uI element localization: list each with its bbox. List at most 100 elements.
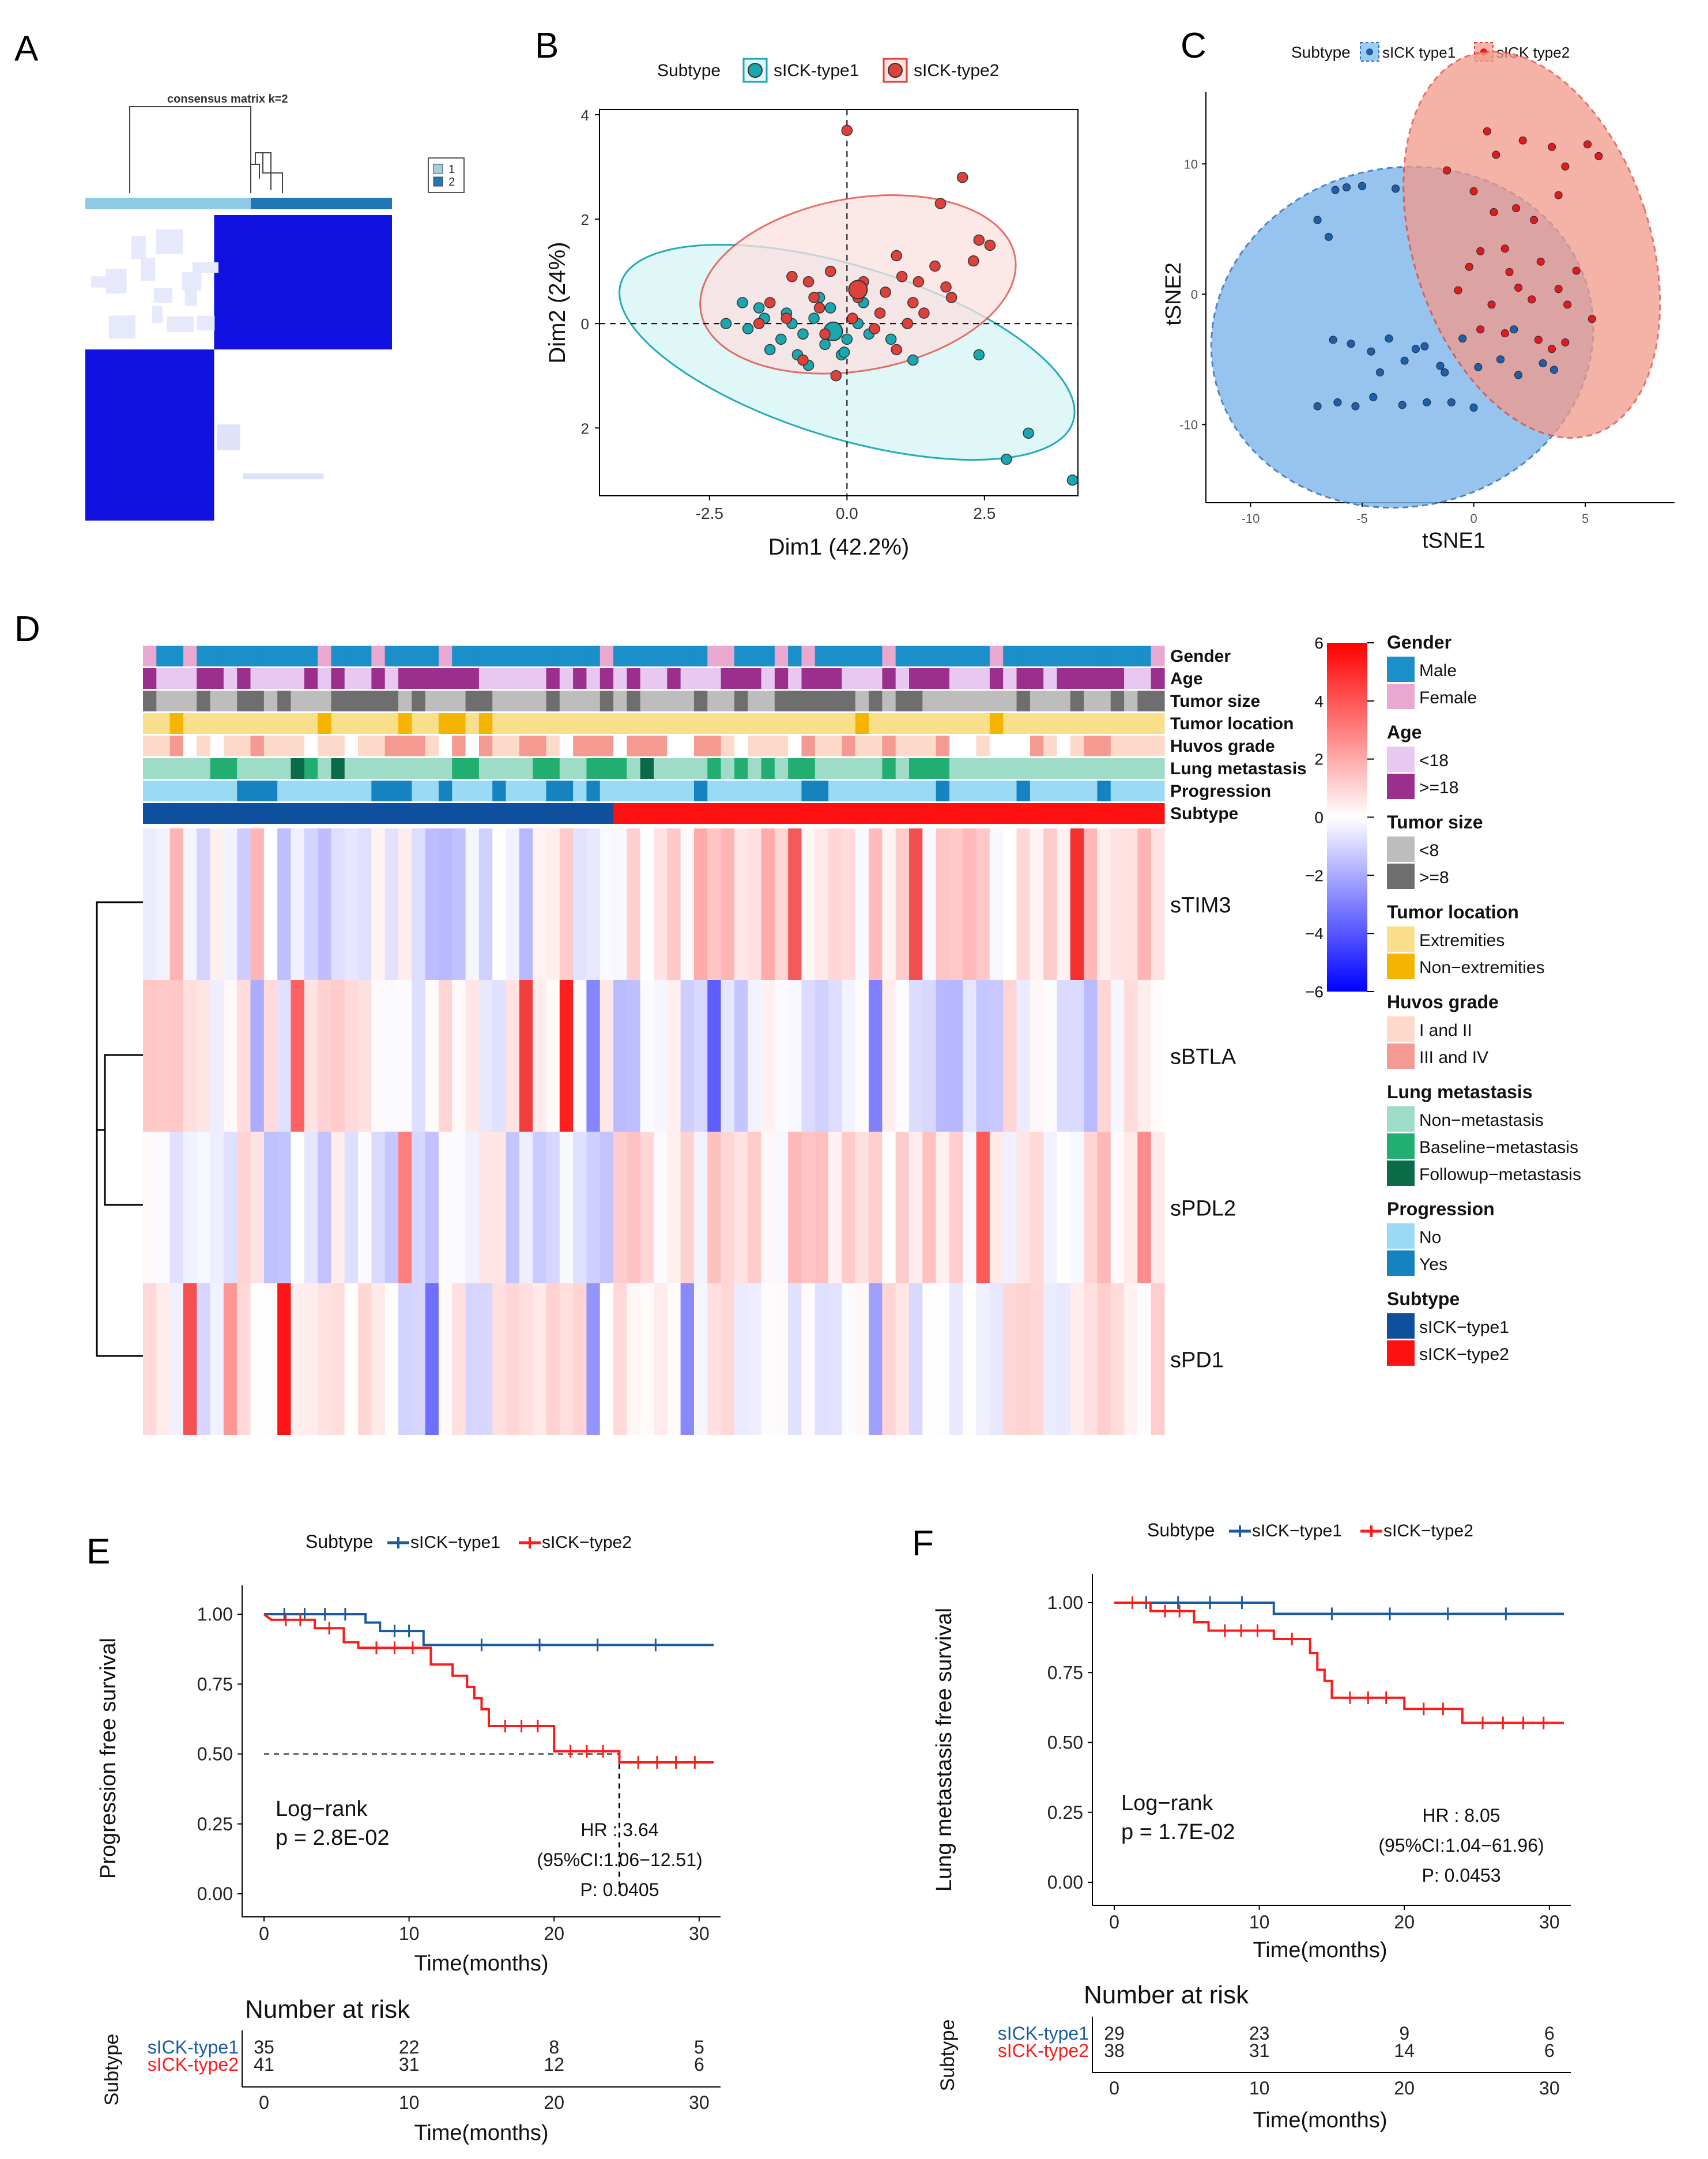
panel-d-annot-cell [1057,646,1071,666]
panel-d-annot-cell [922,668,937,689]
panel-b-point-2 [896,270,908,282]
km-risk-xtick-label: 30 [1539,2078,1560,2098]
panel-d-annot-cell [331,713,345,734]
panel-d-heat-cell [1003,1283,1017,1435]
panel-d-heat-cell [304,1132,318,1283]
panel-d-annot-cell [478,803,493,824]
panel-d-heat-cell [936,1132,950,1283]
km-xtick-label: 0 [1109,1912,1119,1932]
panel-d-heat-cell [358,828,372,980]
panel-a-faint-cell [105,269,127,294]
panel-c-point-2 [1548,345,1556,353]
panel-e-p: P: 0.0405 [580,1879,659,1900]
panel-d-heat-cell [492,1283,507,1435]
panel-d-legend-swatch [1387,926,1415,952]
km-risk-value: 22 [399,2037,420,2058]
panel-d-annot-cell [1097,668,1111,689]
panel-d-annot-cell [143,691,157,711]
panel-d-heat-cell [989,980,1004,1132]
panel-d-annot-cell [895,736,910,756]
panel-d-annot-cell [452,803,466,824]
panel-d-heat-cell [855,980,869,1132]
panel-d-heat-cell [1057,828,1071,980]
panel-d-annot-cell [774,736,789,756]
panel-d-annot-cell [748,781,762,801]
panel-d-annot-cell [1057,736,1071,756]
panel-d-annot-cell [478,713,493,734]
panel-d-annot-cell [936,713,950,734]
panel-d-annot-cell [1016,736,1031,756]
panel-d-annot-cell [318,736,332,756]
km-risk-row-label: sICK-type1 [148,2037,239,2058]
panel-d-heat-cell [1084,1283,1098,1435]
panel-d-heat-cell [1097,1132,1111,1283]
panel-d-heat-cell [1110,1132,1125,1283]
panel-d-heat-cell [1137,1283,1152,1435]
panel-b-point-2 [841,125,853,136]
panel-d-heat-cell [304,1283,318,1435]
panel-d-annot-cell [627,781,641,801]
panel-d-annot-cell [546,736,560,756]
panel-d-annot-cell [1097,646,1111,666]
panel-d-heat-cell [143,1132,157,1283]
panel-d-annot-cell [922,713,937,734]
panel-d-heat-cell [331,1132,345,1283]
panel-d-annot-cell [989,736,1004,756]
panel-e-risk-title: Number at risk [245,1995,410,2024]
panel-b-centroid-2 [848,280,868,300]
panel-d-colorbar-tick-label: 0 [1314,809,1324,827]
panel-b-point-1 [841,333,853,345]
panel-d-heat-cell [519,980,533,1132]
panel-d-heat-cell [855,828,869,980]
panel-b-point-2 [830,370,842,382]
panel-d-heat-cell [949,980,963,1132]
panel-d-heat-cell [263,1283,278,1435]
panel-d-annot-cell [344,803,359,824]
panel-c-point-1 [1420,342,1429,351]
panel-c-point-2 [1487,300,1496,309]
panel-a-faint-cell [243,473,324,480]
panel-b-ytick-label: 2 [581,211,589,228]
panel-d-annot-cell [761,736,775,756]
panel-d-annot-cell [922,736,937,756]
panel-d-heat-cell [398,828,412,980]
panel-d-heat-cell [438,1283,453,1435]
km-curve-2 [1114,1602,1564,1724]
panel-d-heat-cell [143,980,157,1132]
panel-d-heat-cell [869,980,883,1132]
panel-d-annot-cell [304,736,318,756]
panel-d-heatmap: Gender Age Tumor size Tumor location Huvos g… [96,632,1581,1435]
panel-d-annot-cell [331,691,345,711]
panel-d-annot-cell [855,646,869,666]
panel-d-annot-cell [1070,646,1084,666]
panel-d-annot-cell [425,691,439,711]
panel-d-annot-cell [842,668,856,689]
panel-d-annot-cell [573,736,587,756]
panel-d-annot-cell [1097,691,1111,711]
km-ytick-label: 0.25 [197,1814,233,1834]
panel-d-annot-cell [1070,713,1084,734]
panel-d-annot-cell [734,713,748,734]
panel-d-heat-cell [667,1283,681,1435]
panel-e-risk-xlabel: Time(months) [414,2121,549,2145]
panel-d-heat-cell [895,1132,910,1283]
panel-d-legend-swatch [1387,1340,1415,1366]
panel-d-annot-cell [183,668,197,689]
panel-d-annot-cell [169,803,184,824]
panel-d-annot-cell [559,736,574,756]
panel-d-annot-cell [398,691,412,711]
panel-d-annot-cell [1016,803,1031,824]
panel-d-annot-cell [465,646,480,666]
panel-d-annot-cell [734,781,748,801]
panel-d-annot-cell [398,668,412,689]
panel-d-legend-item: Extremities [1419,931,1505,950]
panel-d-annot-cell [465,668,480,689]
panel-d-annot-cell [318,668,332,689]
panel-d-legend-item: Followup−metastasis [1419,1165,1581,1184]
panel-d-annot-cell [492,713,507,734]
panel-d-annot-cell [223,691,237,711]
panel-d-annot-cell [478,736,493,756]
panel-d-annot-cell [869,691,883,711]
panel-d-heat-cell [976,1132,990,1283]
panel-d-annot-cell [318,691,332,711]
